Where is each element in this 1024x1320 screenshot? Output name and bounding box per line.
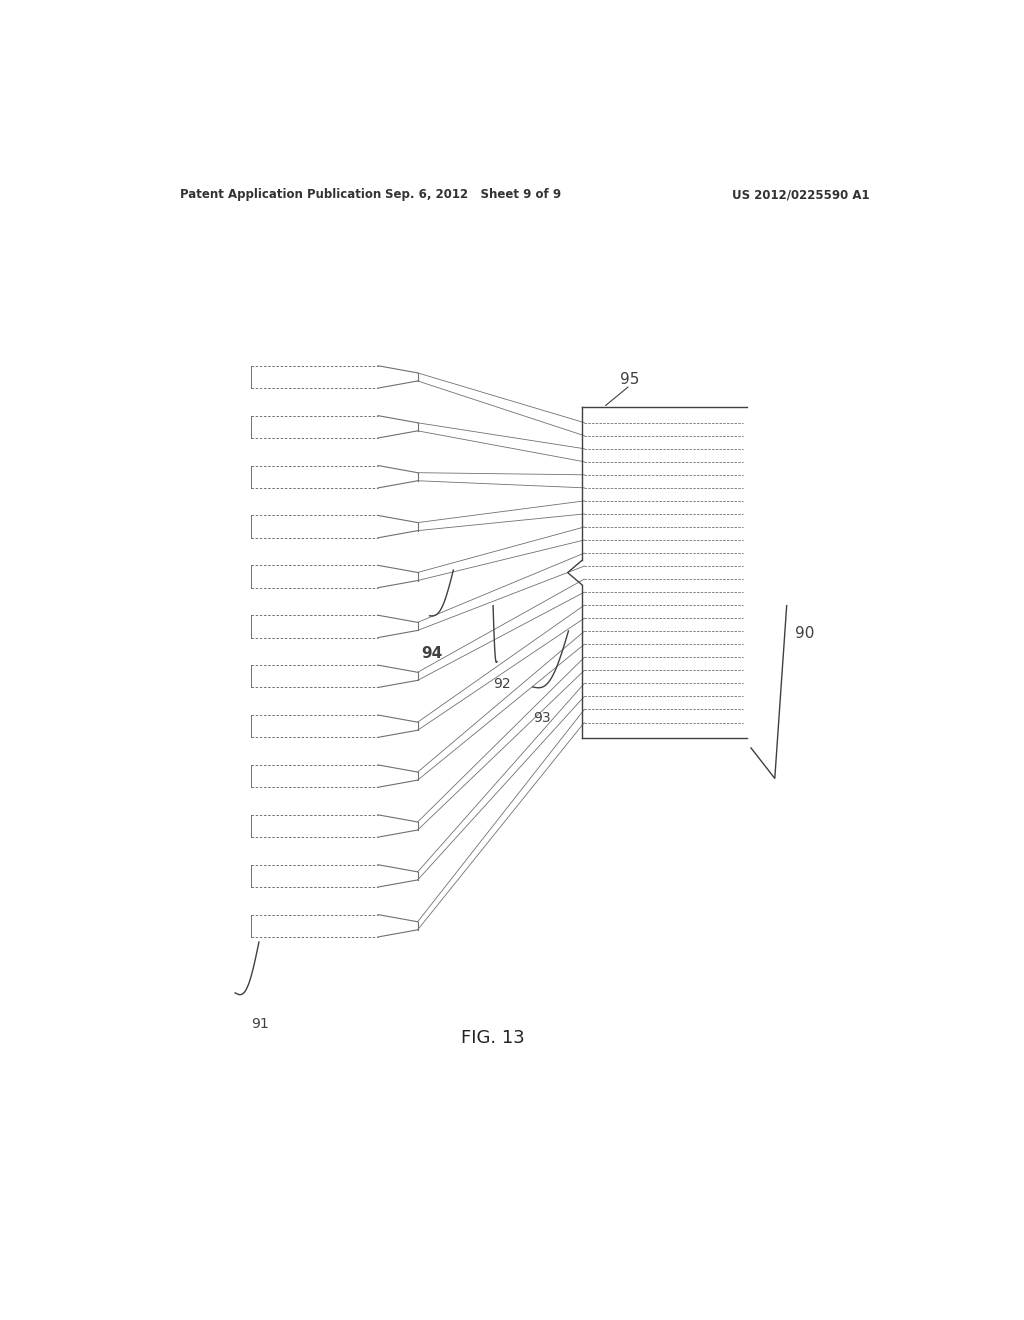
Text: 95: 95 [620, 372, 639, 387]
Text: 94: 94 [422, 647, 443, 661]
Text: 90: 90 [795, 626, 814, 642]
Text: Patent Application Publication: Patent Application Publication [179, 189, 381, 202]
Text: 91: 91 [251, 1018, 268, 1031]
Text: Sep. 6, 2012   Sheet 9 of 9: Sep. 6, 2012 Sheet 9 of 9 [385, 189, 561, 202]
Text: US 2012/0225590 A1: US 2012/0225590 A1 [732, 189, 870, 202]
Text: FIG. 13: FIG. 13 [461, 1028, 525, 1047]
Text: 92: 92 [494, 677, 511, 690]
Text: 93: 93 [532, 711, 550, 725]
